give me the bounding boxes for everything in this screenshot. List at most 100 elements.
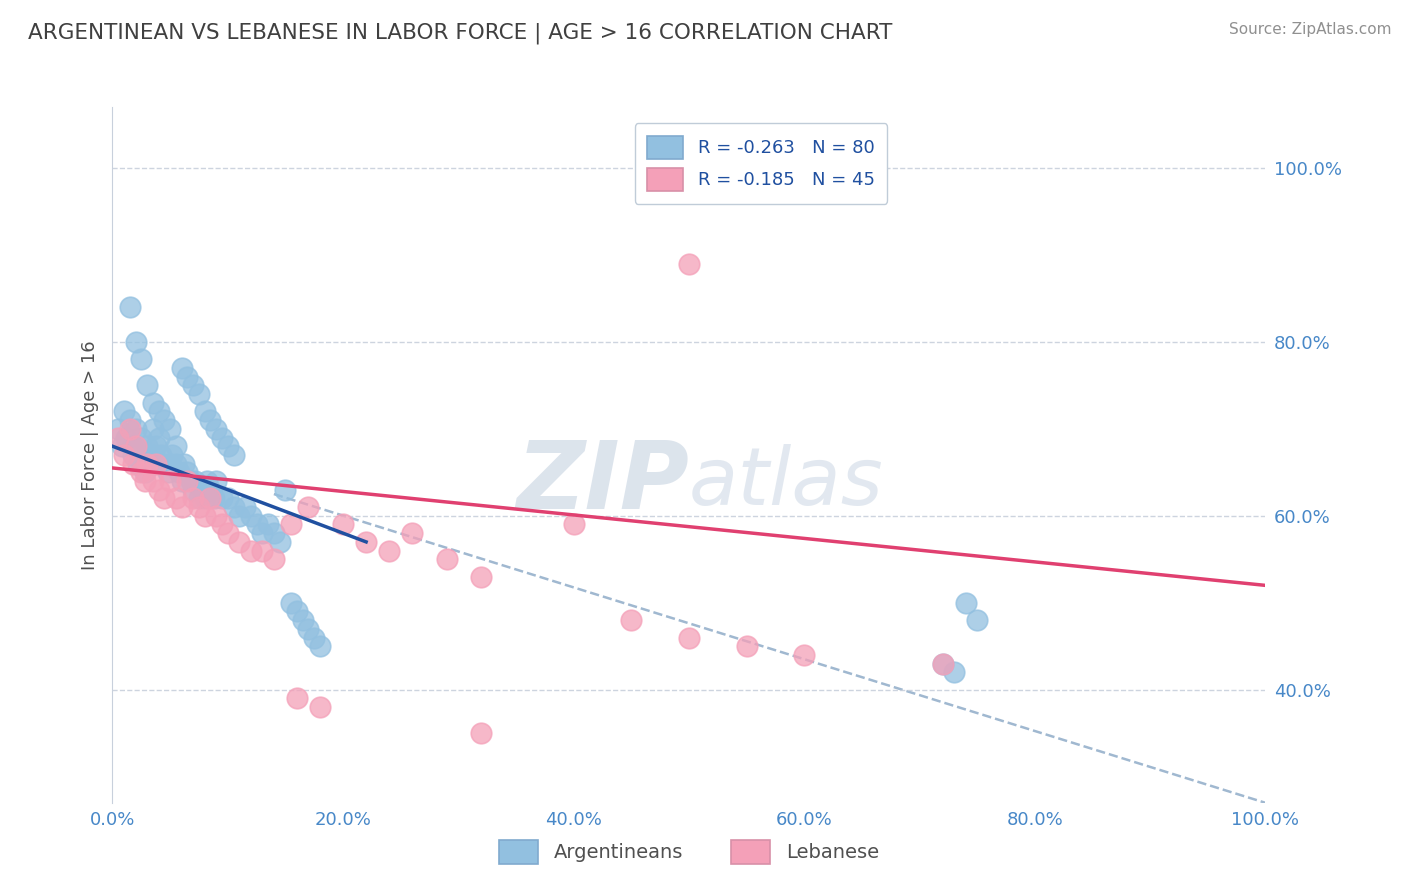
Point bbox=[931, 657, 953, 671]
Point bbox=[136, 439, 159, 453]
Point bbox=[401, 526, 423, 541]
Point bbox=[252, 526, 274, 541]
Point bbox=[274, 483, 297, 497]
Point bbox=[191, 483, 214, 497]
Point bbox=[134, 474, 156, 488]
Point bbox=[129, 352, 153, 367]
Point bbox=[153, 457, 176, 471]
Point bbox=[107, 431, 129, 445]
Point bbox=[173, 457, 195, 471]
Point bbox=[134, 466, 156, 480]
Point bbox=[285, 691, 308, 706]
Point bbox=[112, 448, 135, 462]
Point bbox=[211, 491, 233, 506]
Point bbox=[269, 535, 291, 549]
Point bbox=[111, 439, 134, 453]
Text: atlas: atlas bbox=[689, 443, 884, 522]
Point bbox=[136, 448, 159, 462]
Point bbox=[176, 369, 198, 384]
Point bbox=[678, 631, 700, 645]
Point bbox=[217, 491, 239, 506]
Point bbox=[195, 474, 218, 488]
Point bbox=[153, 413, 176, 427]
Point bbox=[297, 622, 319, 636]
Point bbox=[194, 491, 217, 506]
Point bbox=[124, 334, 146, 349]
Point bbox=[194, 508, 217, 523]
Point bbox=[200, 491, 222, 506]
Text: Source: ZipAtlas.com: Source: ZipAtlas.com bbox=[1229, 22, 1392, 37]
Point bbox=[280, 596, 302, 610]
Point bbox=[200, 483, 222, 497]
Point bbox=[170, 360, 193, 375]
Point bbox=[115, 431, 138, 445]
Point bbox=[470, 726, 492, 740]
Point bbox=[142, 396, 165, 410]
Point bbox=[217, 439, 239, 453]
Point bbox=[239, 508, 262, 523]
Point bbox=[562, 517, 585, 532]
Point bbox=[145, 439, 167, 453]
Point bbox=[127, 457, 149, 471]
Point bbox=[159, 474, 181, 488]
Point bbox=[142, 422, 165, 436]
Point bbox=[122, 457, 145, 471]
Point bbox=[165, 457, 187, 471]
Point bbox=[354, 535, 377, 549]
Point bbox=[162, 448, 184, 462]
Point bbox=[159, 422, 181, 436]
Point bbox=[187, 491, 211, 506]
Point bbox=[122, 448, 145, 462]
Point bbox=[309, 700, 332, 714]
Point bbox=[205, 508, 228, 523]
Point bbox=[165, 439, 187, 453]
Point bbox=[205, 422, 228, 436]
Point bbox=[136, 457, 159, 471]
Point bbox=[263, 552, 285, 566]
Point bbox=[176, 466, 198, 480]
Point bbox=[793, 648, 815, 662]
Point bbox=[187, 387, 211, 401]
Point bbox=[955, 596, 977, 610]
Point bbox=[211, 517, 233, 532]
Point bbox=[304, 631, 326, 645]
Point bbox=[124, 439, 146, 453]
Legend: R = -0.263   N = 80, R = -0.185   N = 45: R = -0.263 N = 80, R = -0.185 N = 45 bbox=[634, 123, 887, 203]
Point bbox=[170, 474, 193, 488]
Point bbox=[297, 500, 319, 514]
Point bbox=[129, 431, 153, 445]
Point bbox=[291, 613, 314, 627]
Point bbox=[184, 474, 207, 488]
Point bbox=[470, 570, 492, 584]
Point bbox=[121, 439, 143, 453]
Point bbox=[118, 422, 141, 436]
Point bbox=[239, 543, 262, 558]
Point bbox=[112, 404, 135, 418]
Point bbox=[252, 543, 274, 558]
Point bbox=[332, 517, 354, 532]
Point bbox=[149, 457, 172, 471]
Point bbox=[181, 483, 204, 497]
Point bbox=[118, 300, 141, 314]
Point bbox=[136, 378, 159, 392]
Point bbox=[309, 639, 332, 653]
Point bbox=[678, 257, 700, 271]
Point bbox=[159, 457, 181, 471]
Point bbox=[194, 404, 217, 418]
Point bbox=[145, 457, 167, 471]
Point bbox=[200, 413, 222, 427]
Point bbox=[222, 448, 245, 462]
Point bbox=[142, 448, 165, 462]
Point bbox=[217, 526, 239, 541]
Point bbox=[165, 491, 187, 506]
Point bbox=[620, 613, 643, 627]
Point bbox=[129, 466, 153, 480]
Point bbox=[181, 491, 204, 506]
Point bbox=[118, 413, 141, 427]
Point bbox=[176, 474, 198, 488]
Point bbox=[257, 517, 280, 532]
Point bbox=[142, 474, 165, 488]
Point bbox=[233, 500, 256, 514]
Point bbox=[202, 491, 225, 506]
Text: ARGENTINEAN VS LEBANESE IN LABOR FORCE | AGE > 16 CORRELATION CHART: ARGENTINEAN VS LEBANESE IN LABOR FORCE |… bbox=[28, 22, 893, 44]
